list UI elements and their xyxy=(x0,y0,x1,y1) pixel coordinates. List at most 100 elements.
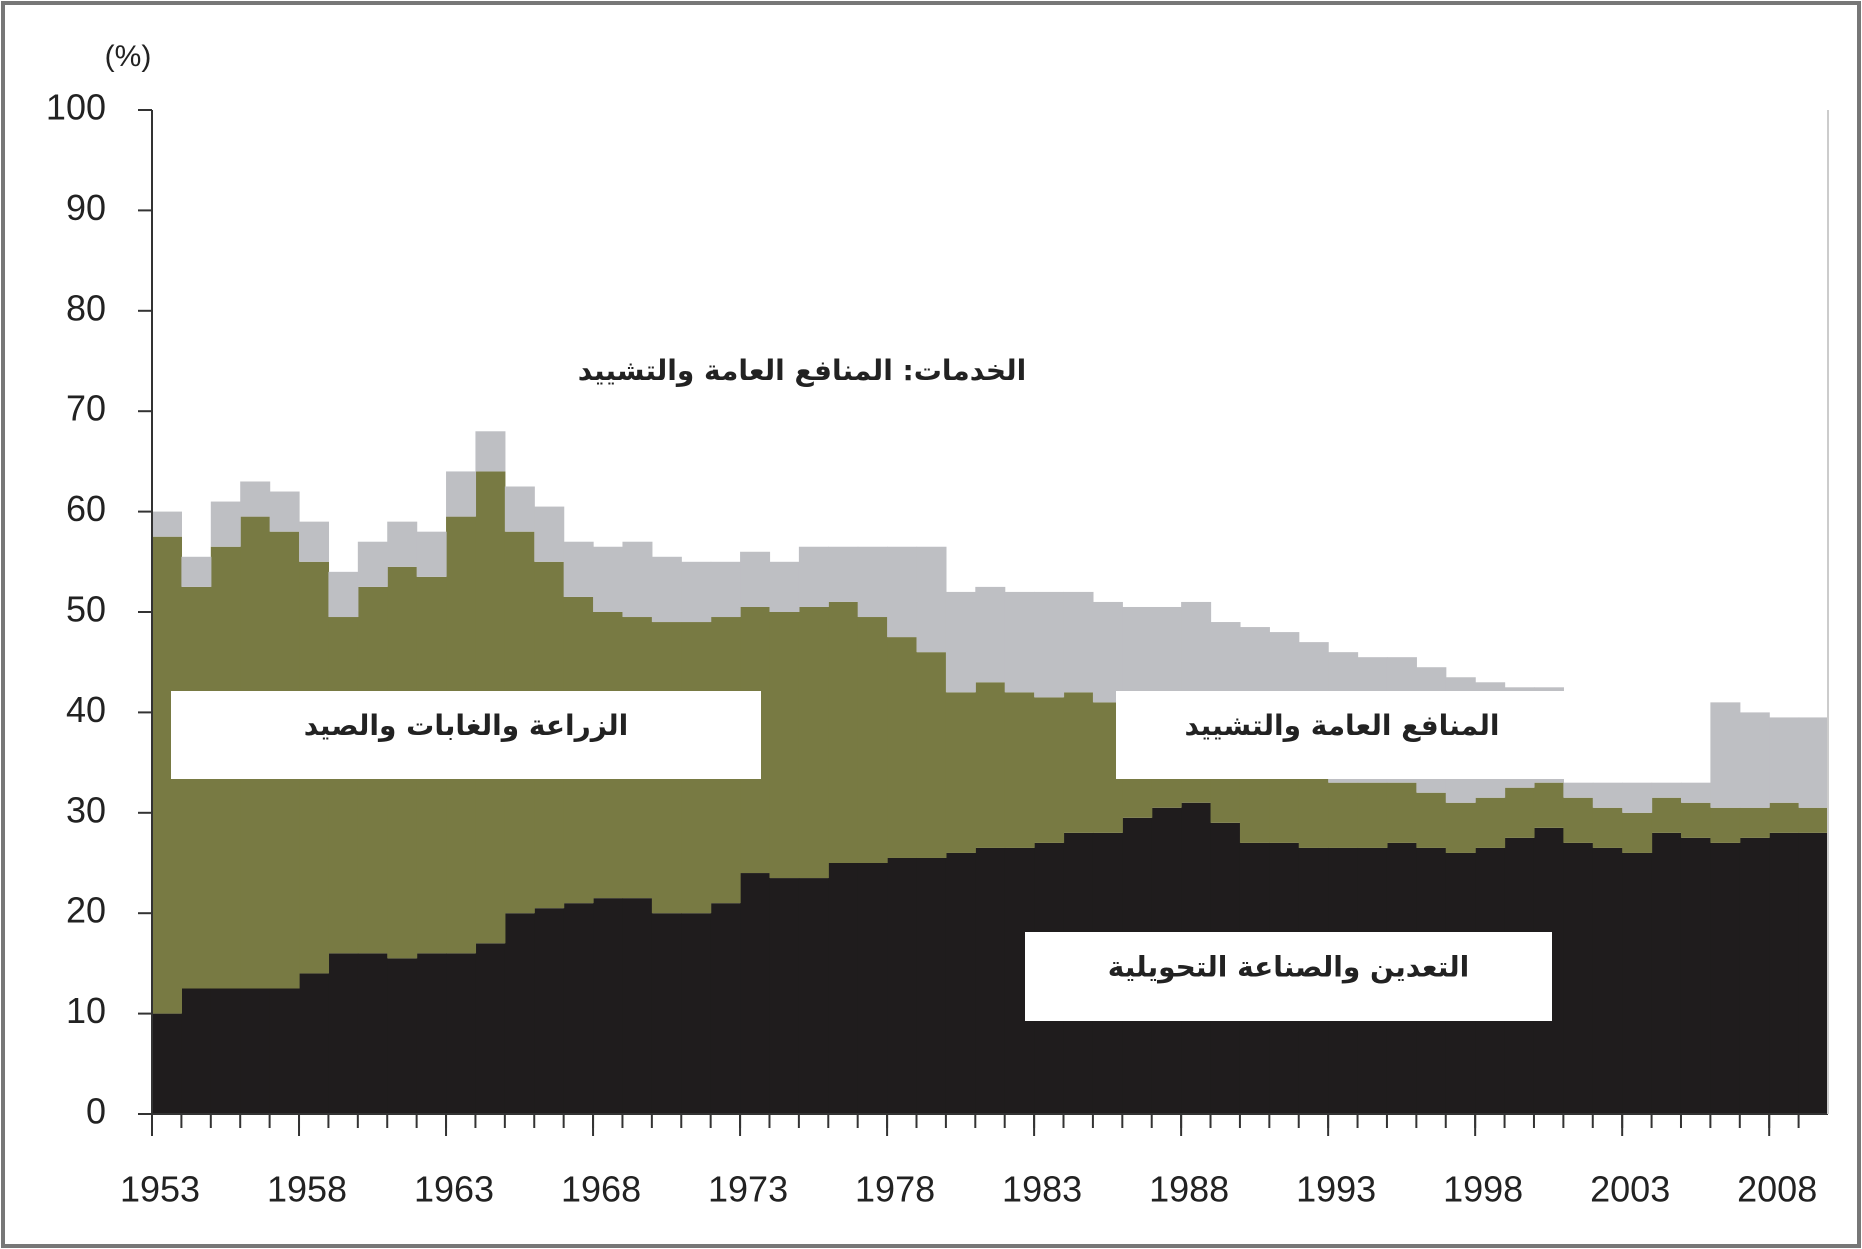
area-step xyxy=(1592,847,1623,1114)
area-step xyxy=(945,591,976,693)
area-step xyxy=(945,852,976,1114)
area-step xyxy=(1798,717,1829,808)
area-step xyxy=(1563,797,1594,843)
area-step xyxy=(240,988,271,1114)
area-step xyxy=(1739,712,1770,808)
x-tick-label: 1963 xyxy=(414,1169,494,1210)
area-step xyxy=(710,561,741,618)
area-step xyxy=(328,953,359,1114)
x-tick-label: 2003 xyxy=(1590,1169,1670,1210)
area-step xyxy=(1622,782,1653,813)
x-tick-label: 1998 xyxy=(1443,1169,1523,1210)
area-step xyxy=(563,541,594,597)
area-step xyxy=(1563,842,1594,1114)
area-step xyxy=(416,531,447,577)
area-step xyxy=(475,431,506,472)
area-step xyxy=(269,988,300,1114)
area-step xyxy=(798,546,829,607)
area-step xyxy=(593,898,624,1114)
label-box xyxy=(171,691,761,779)
area-step xyxy=(1622,852,1653,1114)
area-step xyxy=(1710,842,1741,1114)
y-tick-label: 0 xyxy=(86,1091,106,1132)
area-step xyxy=(1622,812,1653,853)
x-tick-label: 1968 xyxy=(561,1169,641,1210)
area-step xyxy=(299,973,330,1114)
area-step xyxy=(1034,697,1065,843)
area-step xyxy=(152,1013,183,1114)
x-tick-label: 1958 xyxy=(267,1169,347,1210)
area-step xyxy=(1034,591,1065,698)
y-tick-label: 90 xyxy=(66,187,106,228)
area-step xyxy=(299,521,330,562)
x-tick-label: 1993 xyxy=(1296,1169,1376,1210)
area-step xyxy=(651,556,682,623)
area-step xyxy=(1592,782,1623,808)
area-step xyxy=(328,617,359,954)
y-tick-label: 30 xyxy=(66,789,106,830)
area-step xyxy=(1239,772,1270,843)
area-step xyxy=(828,863,859,1114)
area-step xyxy=(534,506,565,562)
x-tick-label: 1953 xyxy=(120,1169,200,1210)
area-step xyxy=(1004,692,1035,848)
area-step xyxy=(152,511,183,537)
area-step xyxy=(446,953,477,1114)
area-step xyxy=(887,637,918,858)
area-step xyxy=(387,958,418,1114)
y-tick-label: 60 xyxy=(66,488,106,529)
area-step xyxy=(975,586,1006,683)
area-step xyxy=(916,546,947,653)
label-box xyxy=(1116,691,1568,779)
series-label: الزراعة والغابات والصيد xyxy=(304,709,629,742)
area-step xyxy=(1416,792,1447,848)
area-step xyxy=(475,943,506,1114)
area-step xyxy=(1504,787,1535,838)
area-step xyxy=(1651,832,1682,1114)
area-step xyxy=(1739,807,1770,838)
area-step xyxy=(504,913,535,1114)
area-step xyxy=(210,988,241,1114)
area-step xyxy=(1269,777,1300,843)
area-step xyxy=(887,857,918,1114)
area-step xyxy=(387,521,418,567)
area-step xyxy=(1651,782,1682,798)
area-step xyxy=(269,491,300,532)
area-step xyxy=(1769,832,1800,1114)
area-step xyxy=(1445,802,1476,853)
area-step xyxy=(798,878,829,1114)
area-step xyxy=(1386,782,1417,843)
area-step xyxy=(1357,782,1388,848)
area-step xyxy=(945,692,976,853)
area-step xyxy=(1475,797,1506,848)
y-tick-label: 50 xyxy=(66,589,106,630)
area-step xyxy=(1004,591,1035,693)
area-step xyxy=(769,612,800,879)
y-tick-label: 80 xyxy=(66,287,106,328)
area-step xyxy=(857,863,888,1114)
x-tick-label: 1988 xyxy=(1149,1169,1229,1210)
y-tick-label: 20 xyxy=(66,890,106,931)
area-step xyxy=(857,617,888,863)
y-axis-label: (%) xyxy=(105,40,152,73)
x-tick-label: 1983 xyxy=(1002,1169,1082,1210)
area-step xyxy=(1592,807,1623,848)
area-step xyxy=(1533,782,1564,828)
area-step xyxy=(1769,802,1800,833)
area-step xyxy=(769,878,800,1114)
series-label: المنافع العامة والتشييد xyxy=(1185,709,1500,742)
area-step xyxy=(622,898,653,1114)
area-step xyxy=(681,913,712,1114)
area-step xyxy=(1798,832,1829,1114)
area-step xyxy=(975,847,1006,1114)
area-step xyxy=(622,541,653,618)
area-step xyxy=(446,471,477,517)
area-step xyxy=(1739,837,1770,1114)
label-box xyxy=(1025,932,1552,1021)
y-tick-label: 40 xyxy=(66,689,106,730)
area-step xyxy=(651,913,682,1114)
area-step xyxy=(740,873,771,1114)
area-step xyxy=(740,551,771,607)
area-step xyxy=(828,546,859,602)
